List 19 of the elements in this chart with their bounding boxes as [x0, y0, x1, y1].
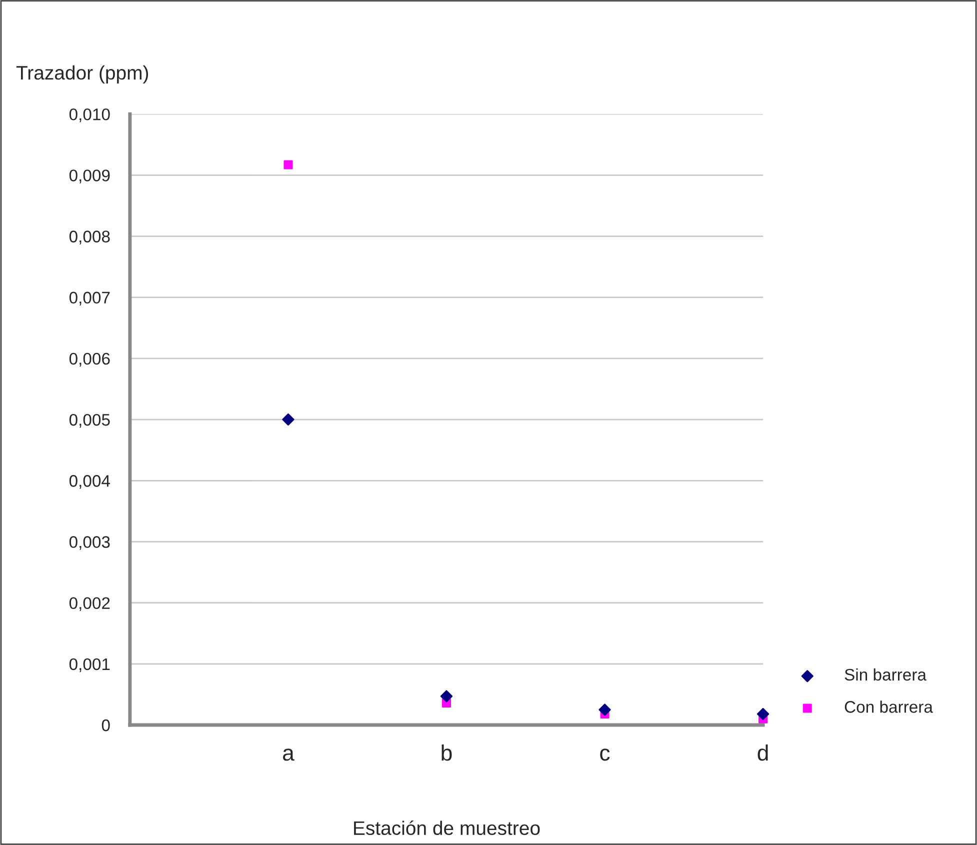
x-tick-label: c	[600, 748, 610, 761]
y-tick-label: 0,006	[69, 352, 110, 367]
y-axis-title: Trazador (ppm)	[16, 65, 148, 84]
y-tick-label: 0,007	[69, 292, 110, 306]
y-tick-label: 0,005	[69, 414, 110, 428]
y-tick-label: 0,009	[69, 170, 110, 184]
y-tick-label: 0,010	[69, 108, 110, 122]
y-tick-label: 0,001	[69, 658, 110, 672]
y-tick-label: 0	[102, 719, 110, 732]
x-tick-label: b	[442, 744, 452, 761]
y-tick-label: 0,008	[69, 230, 110, 244]
x-axis-title: Estación de muestreo	[354, 820, 540, 836]
x-tick-label: a	[282, 748, 294, 761]
y-tick-label: 0,003	[69, 536, 110, 550]
x-tick-label: d	[758, 744, 768, 761]
y-tick-label: 0,002	[69, 597, 110, 611]
y-tick-label: 0,004	[69, 475, 110, 489]
legend-label: Sin barrera	[844, 668, 926, 681]
legend-label: Con barrera	[844, 700, 933, 713]
